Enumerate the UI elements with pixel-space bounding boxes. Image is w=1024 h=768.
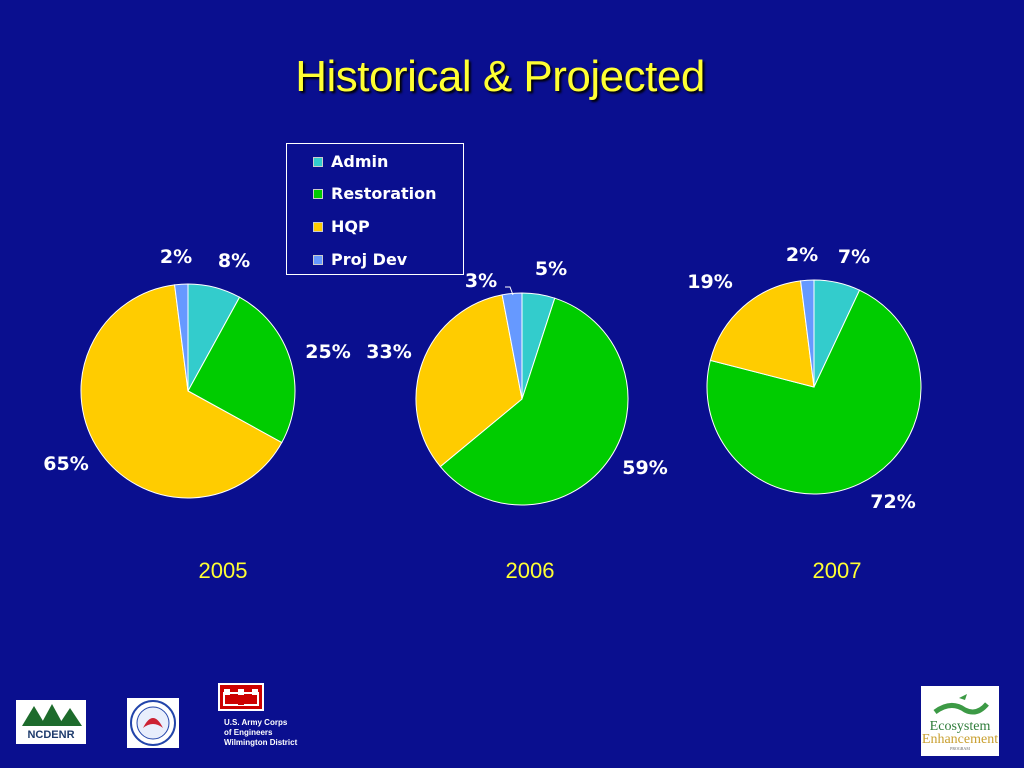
legend-label: Restoration — [331, 184, 437, 203]
year-label-2006: 2006 — [505, 558, 555, 583]
pie-slice-hqp — [709, 280, 815, 388]
data-label-restoration: 25% — [305, 341, 350, 363]
eep-logo: Ecosystem Enhancement PROGRAM — [921, 686, 999, 756]
data-label-proj-dev: 2% — [160, 246, 192, 268]
usace-text: U.S. Army Corps of Engineers Wilmington … — [224, 718, 297, 748]
legend-label: HQP — [331, 217, 370, 236]
data-label-admin: 5% — [535, 258, 567, 280]
ncdenr-logo: NCDENR — [16, 700, 86, 744]
pie-chart-2005: 8% 25% 65% 2% — [43, 246, 351, 499]
eep-logo-text: Ecosystem Enhancement PROGRAM — [921, 720, 999, 752]
data-label-hqp: 33% — [366, 341, 411, 363]
slide-title: Historical & Projected — [295, 52, 705, 101]
data-label-restoration: 59% — [622, 457, 667, 479]
eep-line: Enhancement — [921, 732, 999, 747]
pie-slice-hqp — [80, 284, 283, 499]
ncdenr-logo-text: NCDENR — [27, 729, 75, 741]
pie-slice-restoration — [706, 289, 922, 495]
usace-line: of Engineers — [224, 728, 273, 737]
legend-label: Admin — [331, 152, 389, 171]
data-label-proj-dev: 3% — [465, 270, 497, 292]
pie-chart-2006: 5% 59% 33% 3% — [366, 258, 668, 506]
castle-icon — [223, 689, 259, 706]
legend-swatch-hqp — [313, 222, 323, 232]
usace-castle-logo — [218, 683, 264, 711]
ncdenr-logo-icon — [16, 700, 86, 744]
year-label-2005: 2005 — [198, 558, 248, 583]
pie-chart-2007: 7% 72% 19% 2% — [687, 244, 922, 513]
year-label-2007: 2007 — [812, 558, 862, 583]
usace-line: U.S. Army Corps — [224, 718, 288, 727]
pie-slice-proj-dev — [800, 279, 815, 388]
eep-logo-icon — [921, 686, 999, 756]
data-label-hqp: 65% — [43, 453, 88, 475]
data-label-restoration: 72% — [870, 491, 915, 513]
pie-slice-restoration — [187, 296, 296, 444]
pie-slice-proj-dev — [174, 283, 189, 392]
pie-slice-hqp — [415, 294, 523, 468]
legend-swatch-restoration — [313, 189, 323, 199]
data-label-hqp: 19% — [687, 271, 732, 293]
data-label-admin: 7% — [838, 246, 870, 268]
eep-line: Ecosystem — [929, 719, 991, 734]
pie-slice-restoration — [439, 297, 629, 506]
usace-line: Wilmington District — [224, 738, 298, 747]
chart-legend: Admin Restoration HQP Proj Dev — [286, 143, 464, 275]
data-label-admin: 8% — [218, 250, 250, 272]
legend-swatch-admin — [313, 157, 323, 167]
seal-icon — [130, 700, 176, 746]
legend-swatch-proj-dev — [313, 255, 323, 265]
leader-line — [505, 286, 514, 296]
ncdot-seal — [127, 698, 179, 748]
eep-line: PROGRAM — [950, 746, 970, 751]
legend-label: Proj Dev — [331, 250, 408, 269]
data-label-proj-dev: 2% — [786, 244, 818, 266]
